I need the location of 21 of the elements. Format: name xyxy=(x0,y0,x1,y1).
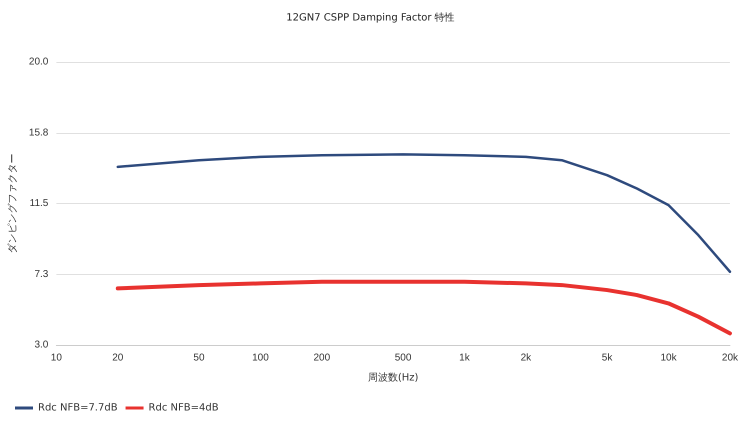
x-tick-label: 10 xyxy=(50,352,62,364)
x-tick-label: 100 xyxy=(252,352,270,364)
x-tick-label: 20k xyxy=(722,352,739,364)
x-axis-title: 周波数(Hz) xyxy=(368,372,419,384)
x-tick-label: 1k xyxy=(459,352,471,364)
x-tick-label: 20 xyxy=(112,352,124,364)
y-tick-label: 3.0 xyxy=(34,340,49,350)
legend-label: Rdc NFB=7.7dB xyxy=(38,402,118,414)
x-tick-label: 5k xyxy=(602,352,614,364)
x-tick-label: 10k xyxy=(660,352,678,364)
y-axis-title: ダンピングファクター xyxy=(6,154,18,254)
x-tick-label: 500 xyxy=(394,352,412,364)
y-tick-label: 15.8 xyxy=(28,127,49,138)
x-tick-label: 2k xyxy=(520,352,532,364)
x-tick-label: 50 xyxy=(193,352,205,364)
x-tick-label: 200 xyxy=(313,352,331,364)
legend-label: Rdc NFB=4dB xyxy=(148,402,219,414)
y-tick-label: 20.0 xyxy=(28,56,49,68)
y-tick-label: 11.5 xyxy=(30,198,49,209)
chart-title: 12GN7 CSPP Damping Factor 特性 xyxy=(286,12,455,24)
y-tick-label: 7.3 xyxy=(34,268,49,280)
